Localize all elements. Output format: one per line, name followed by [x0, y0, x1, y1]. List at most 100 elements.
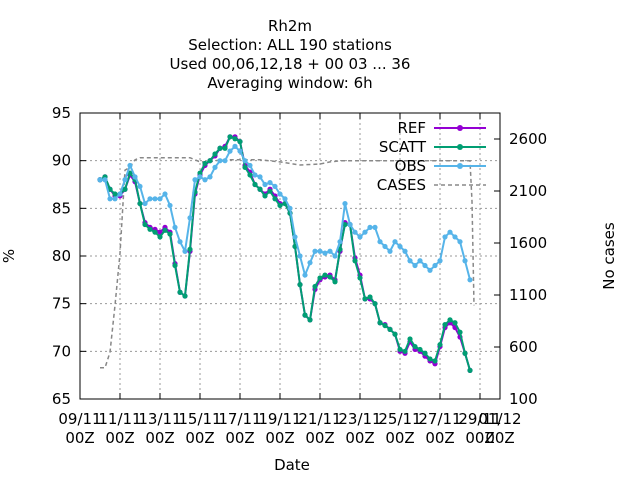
y-axis-label: % [0, 249, 18, 263]
point-obs [417, 258, 423, 264]
point-obs [272, 183, 278, 190]
point-scatt [407, 336, 413, 342]
point-scatt [382, 322, 388, 329]
title-line-1: Selection: ALL 190 stations [188, 36, 392, 54]
point-obs [232, 143, 238, 149]
point-scatt [257, 186, 263, 192]
x-tick-label: 00Z [485, 429, 514, 447]
point-obs [297, 253, 303, 259]
point-scatt [197, 170, 203, 176]
x-tick-label: 00Z [145, 429, 174, 447]
x-tick-label: 13/11 [138, 410, 181, 428]
point-obs [237, 148, 243, 154]
point-scatt [402, 348, 408, 354]
point-scatt [172, 262, 178, 269]
y2-axis-ticks: 100 600 1100 1600 2100 2600 [494, 130, 547, 408]
point-scatt [307, 317, 313, 323]
point-scatt [422, 350, 428, 356]
x-tick-label: 00Z [305, 429, 334, 447]
point-obs [342, 200, 348, 207]
point-obs [107, 196, 113, 202]
x-tick-label: 00Z [225, 429, 254, 447]
point-obs [462, 258, 468, 264]
y-tick-label: 85 [52, 199, 71, 217]
point-scatt [372, 301, 378, 307]
point-obs [327, 248, 333, 254]
point-scatt [212, 151, 218, 157]
legend-marker-obs [457, 163, 463, 169]
point-scatt [297, 282, 303, 288]
point-obs [397, 243, 403, 250]
point-scatt [327, 274, 333, 280]
point-obs [102, 177, 108, 183]
point-scatt [222, 145, 228, 151]
point-scatt [442, 322, 448, 328]
point-obs [152, 196, 158, 202]
grid [80, 113, 500, 399]
point-scatt [187, 246, 193, 252]
point-scatt [262, 193, 268, 199]
point-obs [302, 272, 308, 278]
x-tick-label: 09/11 [58, 410, 101, 428]
x-tick-label: 00Z [385, 429, 414, 447]
x-tick-label: 15/11 [178, 410, 221, 428]
point-obs [382, 243, 388, 250]
point-scatt [457, 329, 463, 335]
point-obs [402, 248, 408, 254]
point-scatt [137, 200, 143, 207]
series-lines [97, 134, 473, 373]
point-obs [307, 260, 313, 266]
x-tick-label: 00Z [185, 429, 214, 447]
legend-label-obs: OBS [395, 157, 426, 175]
point-scatt [272, 196, 278, 202]
point-obs [252, 172, 258, 178]
point-obs [442, 234, 448, 240]
point-obs [282, 196, 288, 202]
point-scatt [342, 221, 348, 228]
y-tick-label: 95 [52, 104, 71, 122]
x-tick-label: 17/11 [218, 410, 261, 428]
point-obs [177, 239, 183, 245]
point-obs [332, 253, 338, 259]
y-tick-label: 65 [52, 390, 71, 408]
point-scatt [357, 275, 363, 281]
point-obs [412, 262, 418, 269]
title-line-3: Averaging window: 6h [207, 74, 372, 92]
point-scatt [217, 145, 223, 151]
point-obs [202, 177, 208, 183]
y2-axis-label: No cases [600, 222, 618, 290]
point-obs [352, 229, 358, 235]
point-scatt [242, 164, 248, 170]
point-obs [242, 158, 248, 164]
point-obs [267, 179, 273, 186]
x-tick-label: 21/11 [298, 410, 341, 428]
y-tick-label: 80 [52, 247, 71, 265]
x-axis-ticks: 09/1100Z11/1100Z13/1100Z15/1100Z17/1100Z… [58, 113, 522, 447]
point-obs [142, 200, 148, 207]
x-axis-label: Date [274, 456, 310, 474]
point-obs [227, 148, 233, 154]
x-tick-label: 00Z [65, 429, 94, 447]
point-obs [337, 239, 343, 245]
point-obs [452, 234, 458, 240]
point-obs [117, 191, 123, 197]
point-obs [257, 174, 263, 180]
point-obs [112, 196, 118, 202]
x-tick-label: 00Z [105, 429, 134, 447]
point-scatt [177, 289, 183, 295]
point-obs [427, 267, 433, 273]
point-scatt [167, 231, 173, 237]
point-obs [197, 174, 203, 180]
point-scatt [312, 283, 318, 290]
point-obs [347, 221, 353, 228]
point-obs [387, 248, 393, 254]
point-obs [192, 177, 198, 183]
point-scatt [207, 158, 213, 164]
y2-tick-label: 2600 [509, 130, 547, 148]
x-tick-label: 00Z [425, 429, 454, 447]
y-tick-label: 90 [52, 152, 71, 170]
point-scatt [252, 181, 258, 188]
